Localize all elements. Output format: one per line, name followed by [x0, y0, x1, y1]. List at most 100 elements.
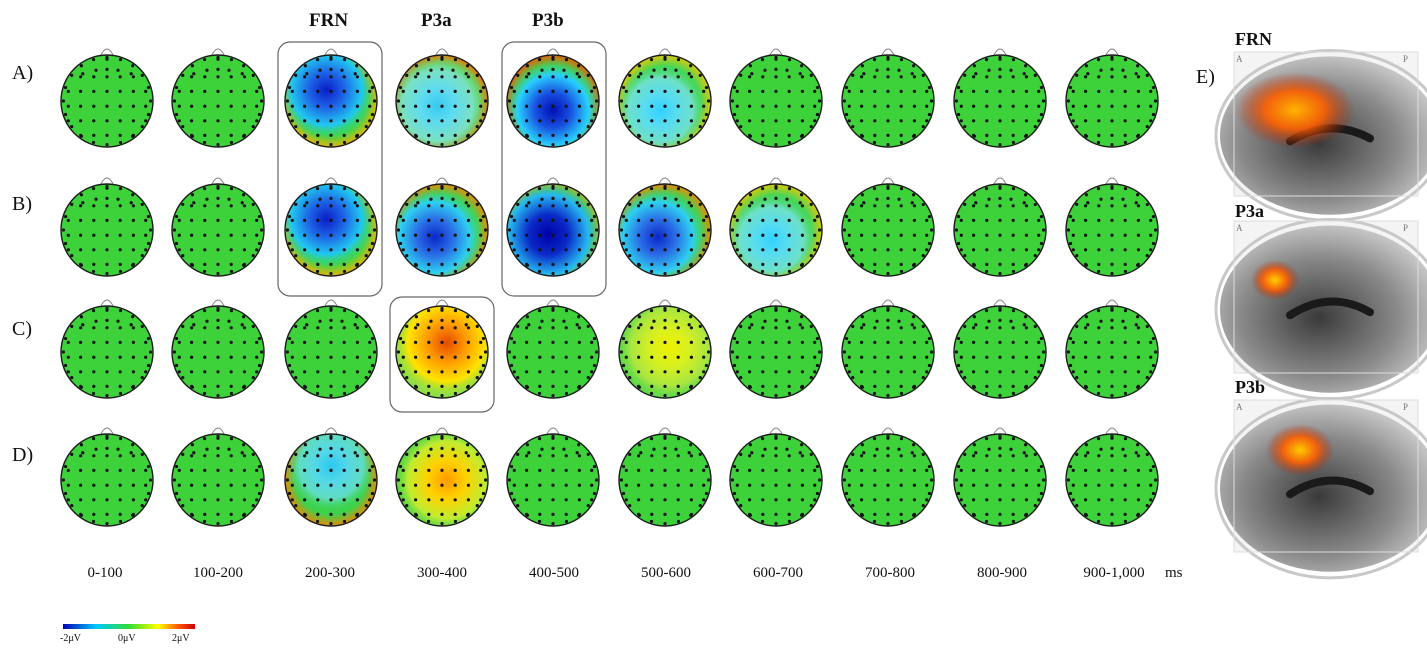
electrode-dot	[105, 204, 109, 208]
electrode-dot	[1134, 451, 1138, 455]
electrode-dot	[368, 248, 372, 252]
electrode-dot	[739, 125, 743, 129]
electrode-dot	[921, 202, 925, 206]
electrode-dot	[190, 233, 194, 237]
electrode-dot	[998, 468, 1002, 472]
electrode-dot	[650, 512, 654, 516]
electrode-dot	[79, 134, 83, 138]
electrode-dot	[1097, 498, 1101, 502]
electrode-dot	[732, 241, 737, 246]
electrode-dot	[1097, 483, 1101, 487]
electrode-dot	[1024, 193, 1028, 197]
electrode-dot	[886, 142, 890, 147]
electrode-dot	[316, 75, 320, 79]
electrode-dot	[998, 204, 1002, 208]
electrode-dot	[205, 68, 209, 72]
electrode-dot	[886, 184, 890, 189]
electrode-dot	[105, 454, 109, 458]
electrode-dot	[815, 491, 820, 496]
electrode-dot	[1123, 186, 1128, 191]
electrode-dot	[998, 218, 1002, 222]
electrode-dot	[131, 468, 135, 472]
electrode-dot	[105, 104, 109, 108]
electrode-dot	[899, 133, 903, 137]
brain-image-p3a	[1214, 218, 1427, 401]
electrode-dot	[451, 319, 455, 323]
electrode-dot	[761, 512, 765, 516]
electrode-dot	[842, 478, 847, 482]
electrode-dot	[364, 202, 368, 206]
electrode-dot	[303, 483, 307, 487]
electrode-dot	[761, 89, 765, 93]
electrode-dot	[79, 64, 83, 68]
electrode-dot	[702, 248, 706, 252]
electrode-dot	[116, 197, 120, 201]
electrode-dot	[748, 134, 752, 138]
electrode-dot	[451, 197, 455, 201]
electrode-dot	[355, 326, 359, 330]
electrode-dot	[316, 133, 320, 137]
electrode-dot	[479, 119, 483, 123]
electrode-dot	[131, 454, 135, 458]
electrode-dot	[860, 233, 864, 237]
electrode-dot	[405, 73, 409, 77]
electrode-dot	[429, 197, 433, 201]
electrode-dot	[956, 214, 961, 219]
electrode-dot	[730, 99, 735, 103]
electrode-dot	[79, 119, 83, 123]
electrode-dot	[190, 355, 194, 359]
electrode-dot	[255, 370, 259, 374]
electrode-dot	[240, 451, 244, 455]
electrode-dot	[466, 104, 470, 108]
electrode-dot	[342, 89, 346, 93]
electrode-dot	[259, 228, 264, 232]
brain-title-p3b: P3b	[1235, 377, 1266, 397]
electrode-dot	[1136, 385, 1140, 389]
electrode-dot	[105, 434, 109, 439]
electrode-dot	[342, 186, 347, 191]
electrode-dot	[1084, 315, 1088, 319]
electrode-dot	[79, 248, 83, 252]
electrode-dot	[649, 140, 654, 145]
electrode-dot	[787, 248, 791, 252]
colorbar-strip	[63, 624, 195, 629]
electrode-dot	[687, 72, 691, 76]
electrode-dot	[1123, 454, 1127, 458]
electrode-dot	[774, 318, 778, 322]
electrode-dot	[303, 134, 307, 138]
electrode-dot	[798, 72, 802, 76]
electrode-dot	[985, 89, 989, 93]
electrode-dot	[998, 89, 1002, 93]
electrode-dot	[146, 112, 151, 117]
scalp-topomap	[506, 177, 600, 277]
electrode-dot	[105, 75, 109, 79]
electrode-dot	[592, 214, 597, 219]
electrode-dot	[144, 468, 148, 472]
electrode-dot	[483, 350, 488, 354]
electrode-dot	[466, 513, 470, 517]
electrode-dot	[925, 340, 929, 344]
electrode-dot	[689, 233, 694, 237]
electrode-dot	[637, 119, 641, 123]
electrode-dot	[257, 85, 262, 90]
electrode-dot	[972, 104, 976, 108]
electrode-dot	[663, 393, 667, 398]
electrode-dot	[453, 355, 457, 359]
electrode-dot	[316, 468, 320, 472]
electrode-dot	[663, 67, 667, 71]
electrode-dot	[798, 201, 802, 205]
colorbar-max-label: 2μV	[172, 633, 190, 644]
electrode-dot	[652, 197, 656, 201]
electrode-dot	[1066, 228, 1071, 232]
electrode-dot	[704, 241, 709, 246]
electrode-dot	[440, 483, 444, 487]
electrode-dot	[590, 355, 594, 359]
electrode-dot	[290, 498, 294, 502]
electrode-dot	[851, 73, 855, 77]
nose-marker	[768, 427, 784, 437]
electrode-dot	[203, 262, 207, 266]
electrode-dot	[1024, 315, 1028, 319]
electrode-dot	[216, 306, 220, 311]
electrode-dot	[1110, 104, 1114, 108]
electrode-dot	[118, 512, 122, 516]
